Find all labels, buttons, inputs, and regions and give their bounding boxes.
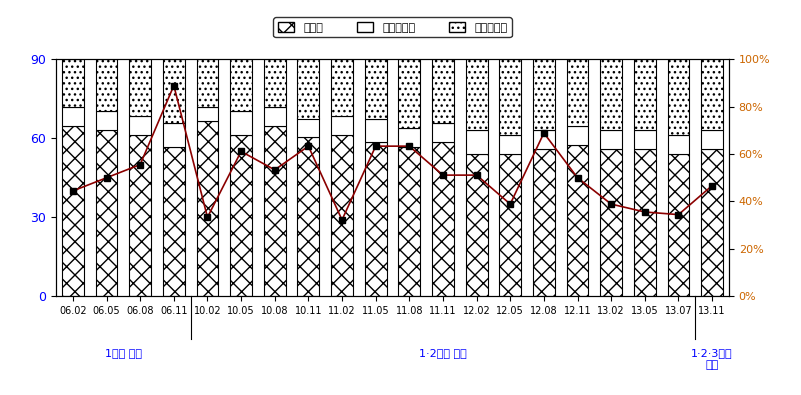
Bar: [566, 145, 589, 296]
Bar: [667, 154, 690, 296]
Bar: [230, 135, 252, 296]
Bar: [566, 126, 589, 145]
Bar: [432, 142, 454, 296]
Text: 1·2·3호기
가동: 1·2·3호기 가동: [691, 348, 733, 370]
Bar: [600, 130, 622, 149]
Text: 1호기 가동: 1호기 가동: [105, 348, 142, 358]
Bar: [533, 130, 555, 149]
Bar: [62, 107, 84, 126]
Bar: [163, 123, 185, 147]
Bar: [533, 149, 555, 296]
Bar: [230, 111, 252, 135]
Bar: [432, 123, 454, 142]
Bar: [667, 59, 690, 135]
Legend: 규조류, 와편모조류, 기타분류군: 규조류, 와편모조류, 기타분류군: [273, 17, 512, 37]
Bar: [465, 59, 488, 130]
Bar: [264, 107, 286, 126]
Bar: [465, 130, 488, 154]
Bar: [432, 59, 454, 123]
Bar: [297, 137, 320, 296]
Bar: [566, 59, 589, 126]
Bar: [667, 135, 690, 154]
Bar: [163, 147, 185, 296]
Bar: [701, 130, 723, 149]
Bar: [331, 59, 353, 116]
Bar: [62, 126, 84, 296]
Bar: [196, 59, 219, 107]
Bar: [163, 59, 185, 123]
Bar: [364, 59, 387, 118]
Bar: [499, 154, 521, 296]
Bar: [331, 135, 353, 296]
Bar: [533, 59, 555, 130]
Bar: [264, 59, 286, 107]
Bar: [264, 126, 286, 296]
Bar: [196, 107, 219, 121]
Bar: [62, 59, 84, 107]
Bar: [499, 59, 521, 135]
Bar: [331, 116, 353, 135]
Bar: [364, 142, 387, 296]
Bar: [634, 149, 656, 296]
Bar: [95, 59, 118, 111]
Bar: [701, 149, 723, 296]
Bar: [701, 59, 723, 130]
Bar: [600, 149, 622, 296]
Bar: [297, 118, 320, 137]
Bar: [634, 59, 656, 130]
Bar: [129, 59, 151, 116]
Bar: [129, 135, 151, 296]
Bar: [465, 154, 488, 296]
Bar: [499, 135, 521, 154]
Bar: [95, 130, 118, 296]
Bar: [634, 130, 656, 149]
Bar: [95, 111, 118, 130]
Bar: [364, 118, 387, 142]
Bar: [398, 59, 421, 128]
Bar: [398, 147, 421, 296]
Bar: [297, 59, 320, 118]
Bar: [600, 59, 622, 130]
Bar: [129, 116, 151, 135]
Text: 1·2호기 가동: 1·2호기 가동: [419, 348, 467, 358]
Bar: [230, 59, 252, 111]
Bar: [196, 121, 219, 296]
Bar: [398, 128, 421, 147]
